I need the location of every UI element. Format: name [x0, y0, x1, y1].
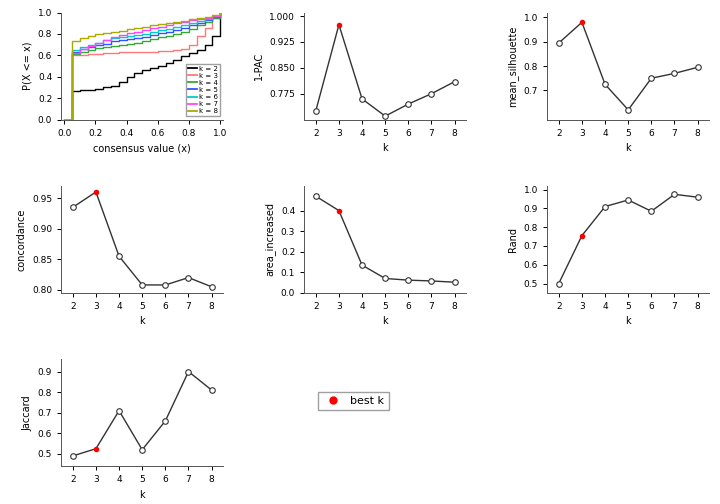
- Y-axis label: mean_silhouette: mean_silhouette: [508, 25, 518, 107]
- Y-axis label: 1-PAC: 1-PAC: [253, 52, 264, 80]
- X-axis label: k: k: [626, 317, 631, 327]
- X-axis label: k: k: [140, 490, 145, 500]
- X-axis label: k: k: [140, 317, 145, 327]
- X-axis label: k: k: [382, 143, 388, 153]
- X-axis label: k: k: [626, 143, 631, 153]
- Legend: k = 2, k = 3, k = 4, k = 5, k = 6, k = 7, k = 8: k = 2, k = 3, k = 4, k = 5, k = 6, k = 7…: [186, 64, 220, 116]
- Y-axis label: Jaccard: Jaccard: [22, 395, 32, 430]
- Y-axis label: area_increased: area_increased: [264, 203, 275, 276]
- Legend: best k: best k: [318, 392, 389, 410]
- X-axis label: k: k: [382, 317, 388, 327]
- Y-axis label: concordance: concordance: [17, 208, 27, 271]
- X-axis label: consensus value (x): consensus value (x): [94, 143, 191, 153]
- Y-axis label: P(X <= x): P(X <= x): [22, 42, 32, 90]
- Y-axis label: Rand: Rand: [508, 227, 518, 252]
